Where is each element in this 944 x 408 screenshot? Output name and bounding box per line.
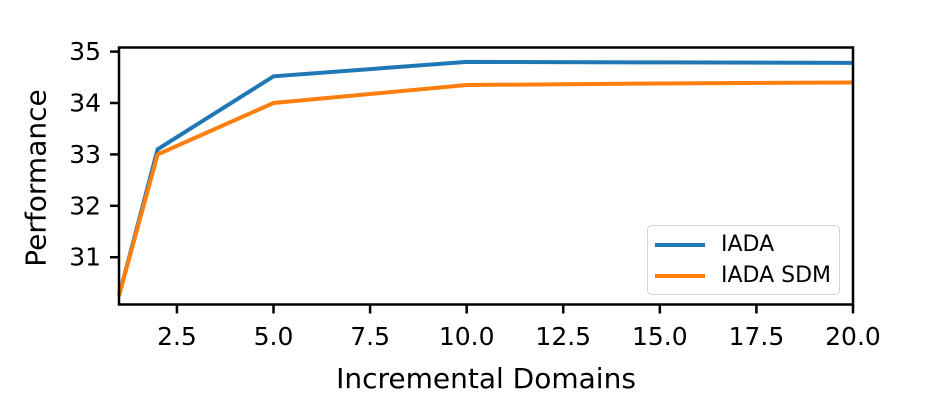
y-tick-label: 32	[69, 191, 101, 220]
x-tick-label: 2.5	[157, 322, 197, 351]
x-tick-label: 20.0	[825, 322, 881, 351]
legend-line-swatch-iada-sdm	[655, 273, 705, 278]
y-tick-label: 34	[69, 89, 101, 118]
legend-item-iada-sdm: IADA SDM	[655, 262, 839, 288]
legend-item-iada: IADA	[655, 231, 839, 257]
x-tick-label: 7.5	[350, 322, 390, 351]
legend: IADA IADA SDM	[647, 225, 840, 295]
series-line-iada-sdm	[117, 80, 854, 297]
x-tick-label: 12.5	[535, 322, 591, 351]
axes-frame	[117, 46, 855, 306]
legend-line-swatch-iada	[655, 242, 705, 247]
x-tick-label: 17.5	[729, 322, 785, 351]
x-axis-title: Incremental Domains	[336, 362, 636, 395]
y-tick-label: 35	[69, 37, 101, 66]
y-axis-title: Performance	[19, 89, 53, 267]
x-tick-label: 5.0	[254, 322, 294, 351]
y-tick-label: 31	[69, 243, 101, 272]
x-tick-label: 15.0	[632, 322, 688, 351]
legend-label-iada-sdm: IADA SDM	[721, 262, 832, 288]
x-tick-label: 10.0	[439, 322, 495, 351]
legend-label-iada: IADA	[721, 231, 775, 257]
y-tick-label: 33	[69, 140, 101, 169]
